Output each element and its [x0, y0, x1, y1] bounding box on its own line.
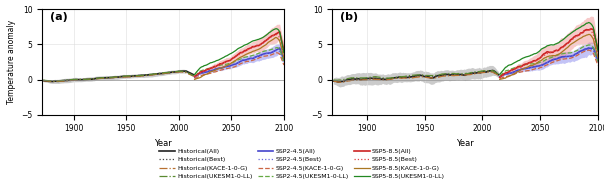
X-axis label: Year: Year — [456, 139, 474, 148]
Text: (b): (b) — [340, 12, 358, 22]
Legend: Historical(All), Historical(Best), Historical(KACE-1-0-G), Historical(UKESM1-0-L: Historical(All), Historical(Best), Histo… — [156, 146, 448, 182]
Y-axis label: Temperature anomaly: Temperature anomaly — [7, 20, 16, 104]
Text: (a): (a) — [50, 12, 67, 22]
X-axis label: Year: Year — [154, 139, 172, 148]
